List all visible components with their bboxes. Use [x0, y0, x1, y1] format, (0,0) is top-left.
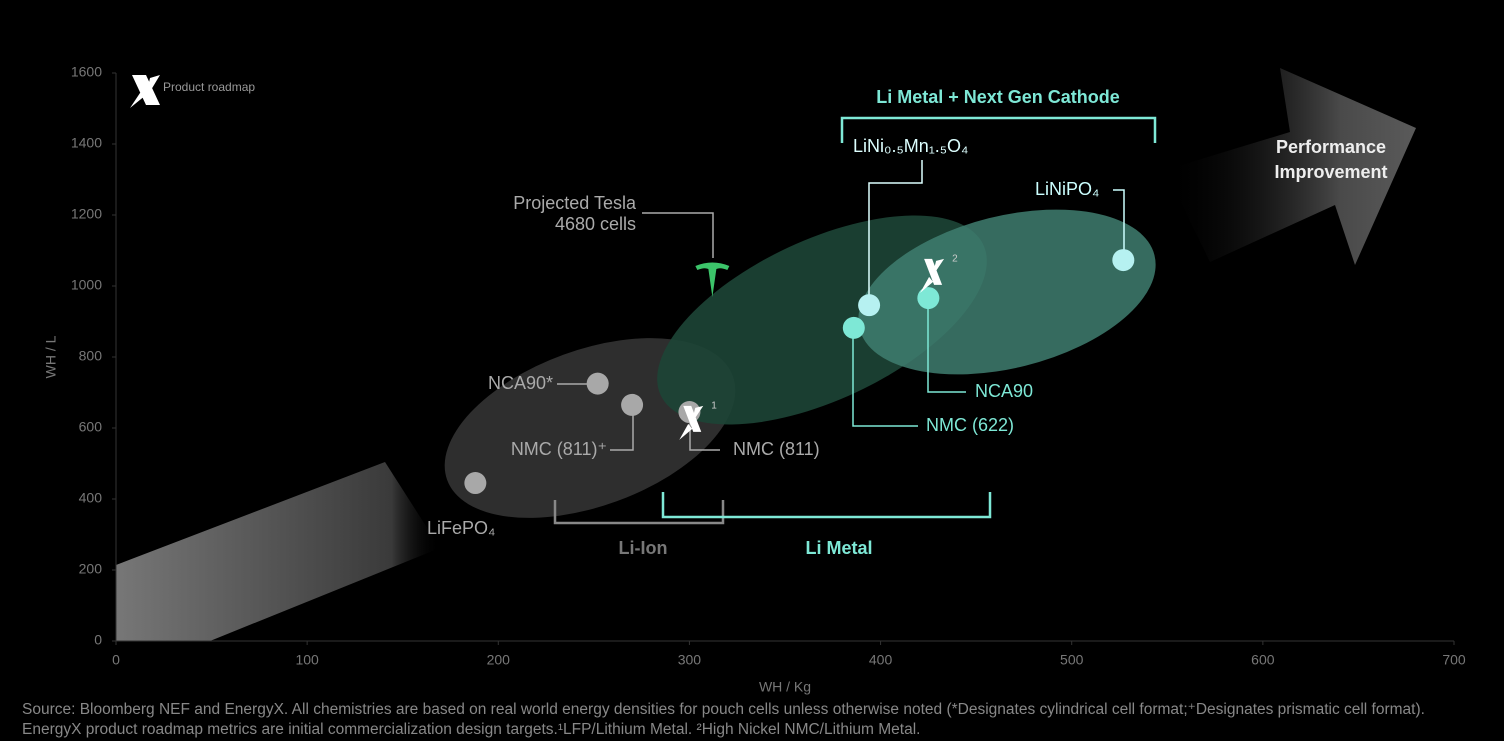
x-tick-label: 300	[678, 652, 702, 668]
point-label: NMC (811)	[733, 439, 820, 459]
point-label: NCA90*	[488, 373, 553, 393]
x-tick-label: 700	[1442, 652, 1466, 668]
point-label: NMC (622)	[926, 415, 1014, 435]
x-tick-label: 0	[112, 652, 120, 668]
leader-line	[927, 308, 966, 393]
point	[842, 316, 865, 339]
y-tick-label: 600	[79, 419, 103, 435]
group-label: Li Metal	[805, 538, 872, 558]
leader-line	[1113, 189, 1125, 250]
chart: Li Metal + Next Gen Cathode Li-Ion Li Me…	[43, 64, 1466, 695]
bracket	[661, 492, 992, 519]
x-tick-label: 500	[1060, 652, 1084, 668]
leader-line	[852, 338, 918, 427]
group-label: Li Metal + Next Gen Cathode	[876, 87, 1120, 107]
arrow-label: Performance	[1276, 137, 1386, 157]
tesla-marker	[695, 262, 730, 297]
y-tick-label: 200	[79, 561, 103, 577]
bracket	[840, 116, 1157, 143]
leader-line	[610, 415, 634, 451]
x-tick-label: 100	[295, 652, 319, 668]
roadmap-marker	[679, 405, 704, 440]
next-gen-zone	[858, 209, 1156, 375]
legend-label: Product roadmap	[163, 80, 255, 94]
point-label: LiNi₀.₅Mn₁.₅O₄	[853, 136, 968, 156]
x-tick-label: 200	[487, 652, 511, 668]
point	[586, 372, 609, 395]
point	[1112, 249, 1135, 272]
bracket	[553, 500, 725, 525]
point	[917, 287, 940, 310]
point-label: LiNiPO₄	[1035, 179, 1099, 199]
point-label: NCA90	[975, 381, 1033, 401]
point-label: NMC (811)⁺	[511, 439, 607, 459]
group-label: Li-Ion	[619, 538, 668, 558]
y-tick-label: 1000	[71, 277, 102, 293]
source-note: Source: Bloomberg NEF and EnergyX. All c…	[22, 701, 1425, 738]
arrow-bottom	[116, 462, 440, 641]
x-tick-label: 400	[869, 652, 893, 668]
marker-note: 1	[711, 400, 717, 411]
point	[858, 294, 881, 317]
y-tick-label: 1600	[71, 64, 102, 80]
annotation: Projected Tesla	[513, 193, 637, 213]
point	[464, 472, 487, 495]
y-tick-label: 1400	[71, 135, 102, 151]
y-tick-label: 800	[79, 348, 103, 364]
x-tick-label: 600	[1251, 652, 1275, 668]
y-tick-label: 0	[94, 632, 102, 648]
y-tick-label: 400	[79, 490, 103, 506]
point	[621, 393, 644, 416]
logo	[130, 75, 160, 108]
y-axis-label: WH / L	[43, 335, 59, 378]
arrow-label: Improvement	[1274, 162, 1387, 182]
arrow-top	[1165, 68, 1416, 265]
point-label: LiFePO₄	[427, 518, 495, 538]
leader-line	[642, 212, 714, 258]
leader-line	[868, 160, 923, 295]
marker-note: 2	[952, 254, 958, 265]
x-axis-label: WH / Kg	[759, 679, 811, 695]
annotation: 4680 cells	[555, 214, 636, 234]
y-tick-label: 1200	[71, 206, 102, 222]
roadmap-marker	[920, 258, 945, 293]
leader-line	[689, 423, 720, 451]
